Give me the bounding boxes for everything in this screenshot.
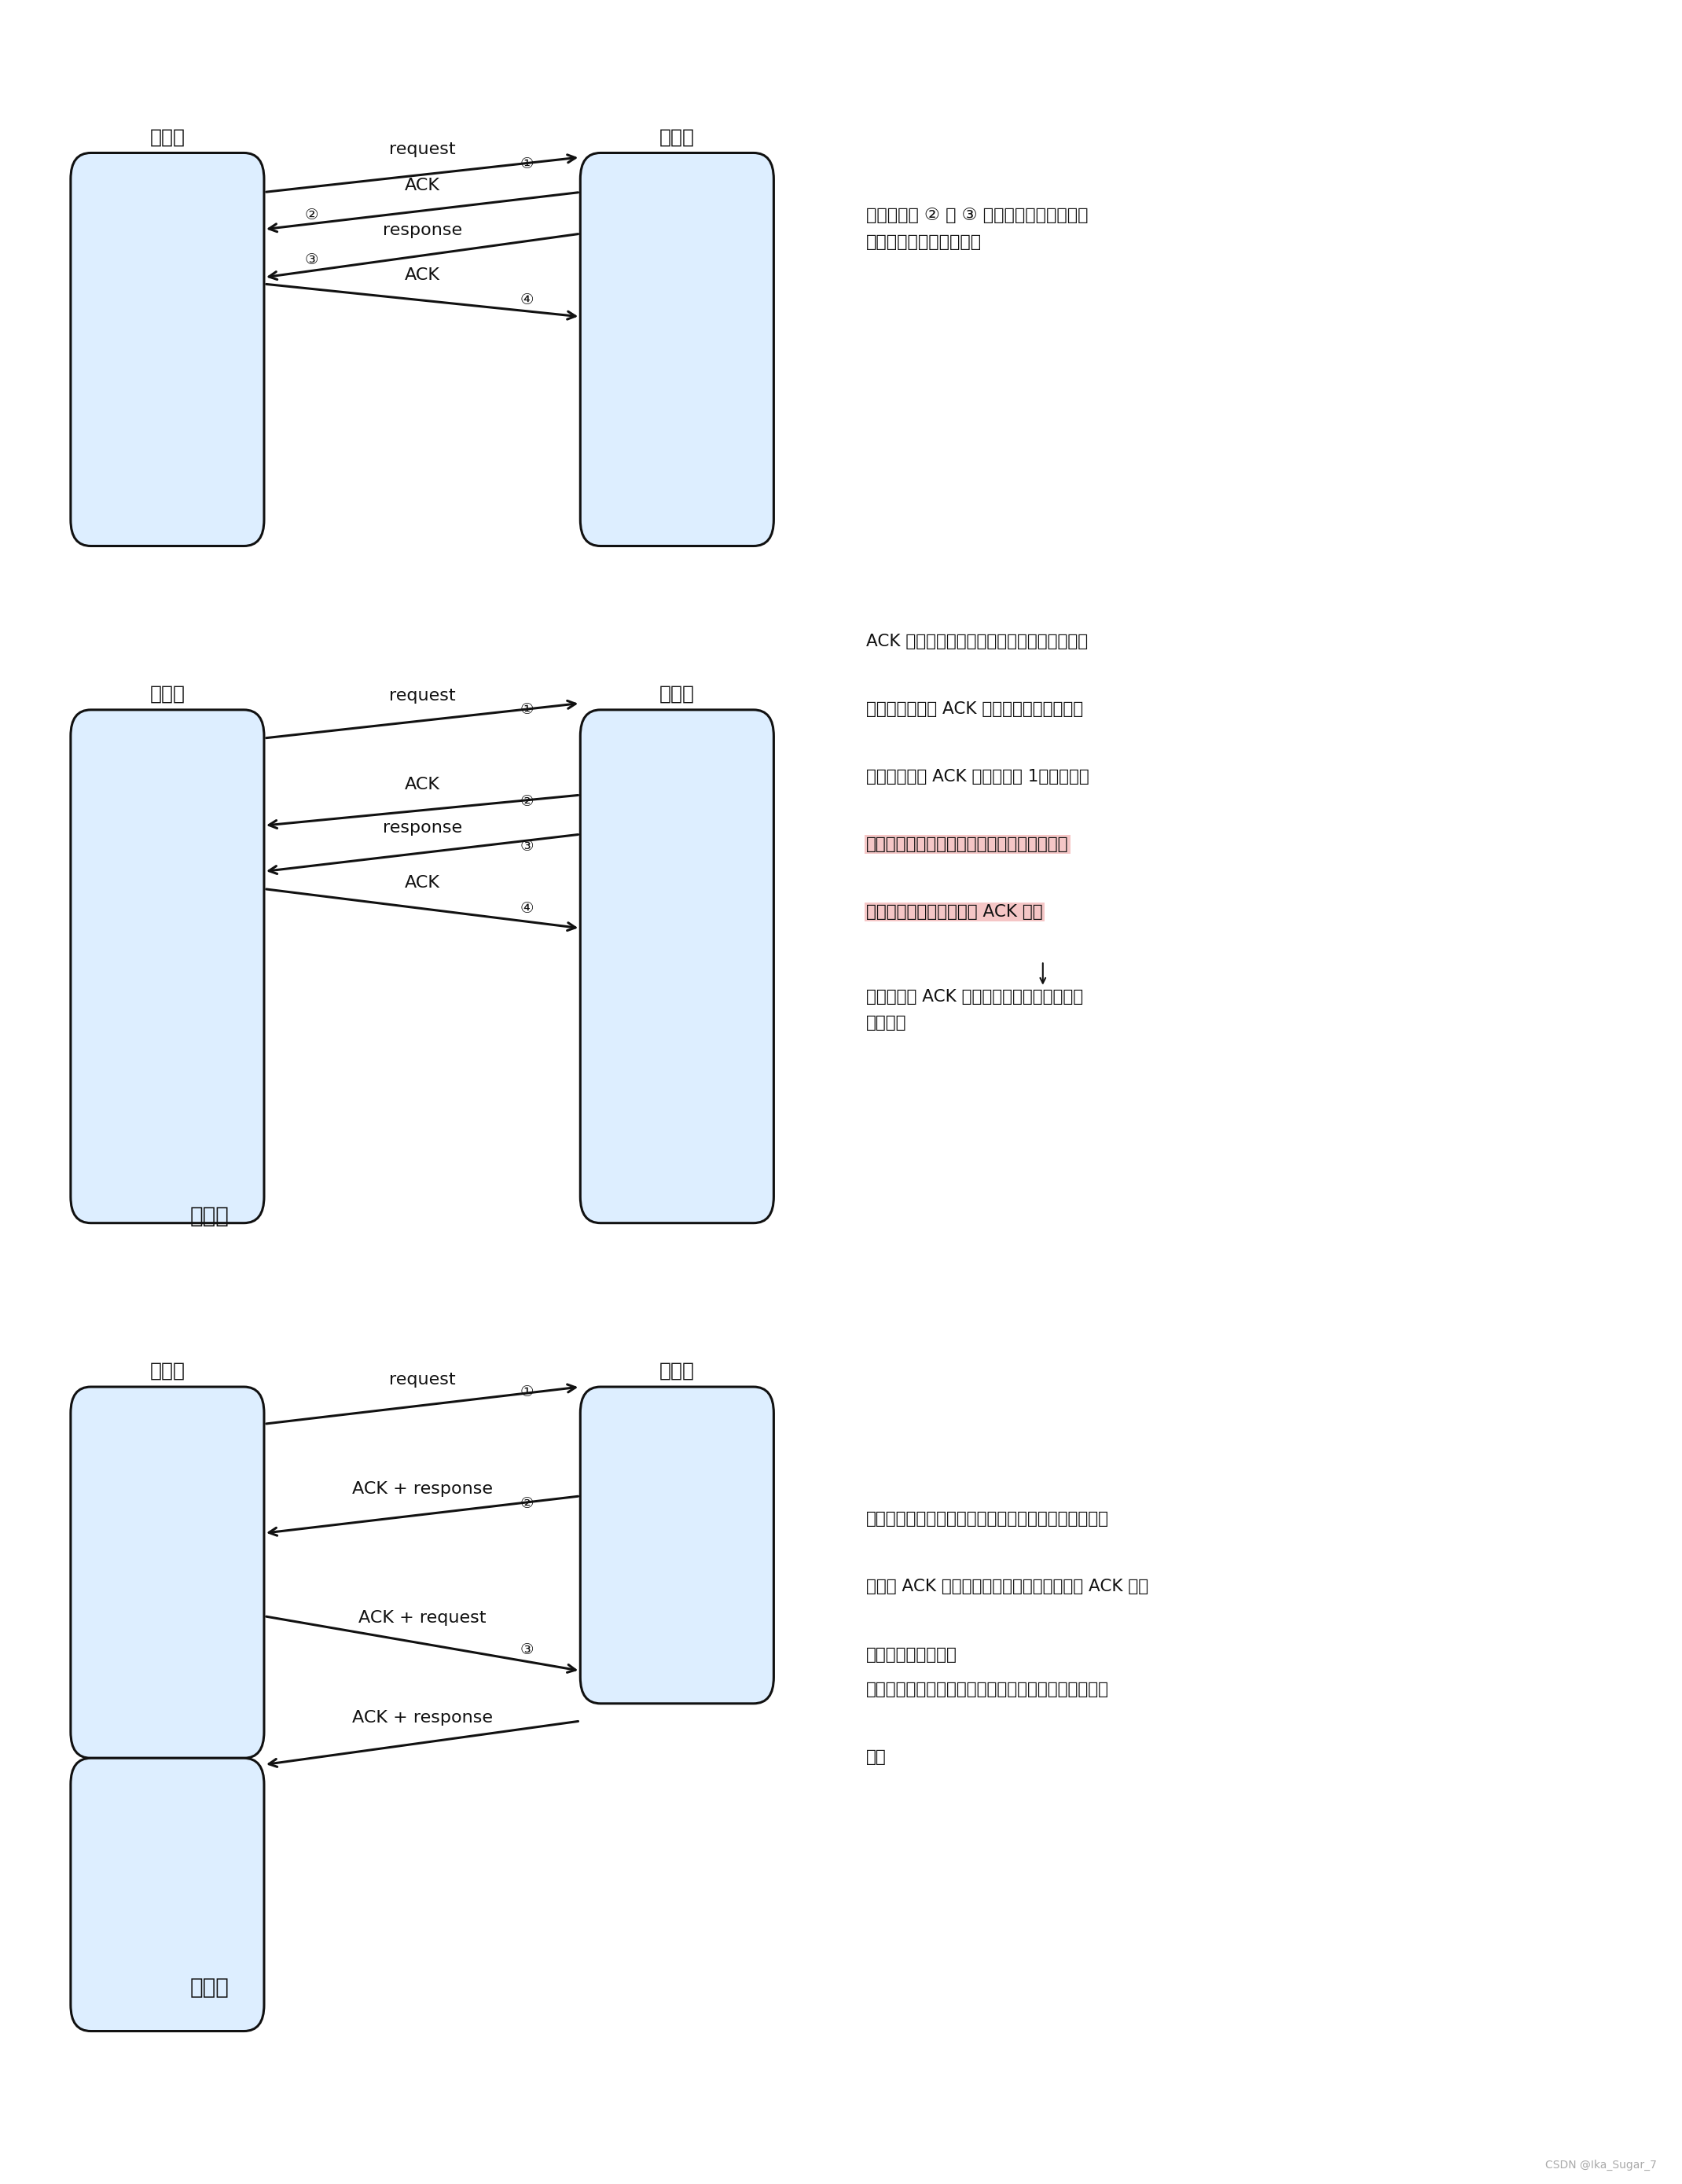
Text: ②: ② [520, 1496, 533, 1511]
Text: 候准备好，因为 ACK 本身没有载荷，而且只: 候准备好，因为 ACK 本身没有载荷，而且只 [866, 701, 1083, 716]
FancyBboxPatch shape [580, 1387, 774, 1704]
FancyBboxPatch shape [580, 710, 774, 1223]
Text: ACK: ACK [404, 177, 441, 194]
Text: ③: ③ [304, 253, 318, 266]
Text: ACK: ACK [404, 266, 441, 282]
Text: 服务器: 服务器 [659, 1361, 695, 1380]
Text: response: response [382, 819, 463, 836]
FancyBboxPatch shape [71, 1387, 264, 1758]
Text: 合并前: 合并前 [190, 1206, 229, 1227]
FancyBboxPatch shape [71, 153, 264, 546]
Text: 正常情况下 ② 和 ③ 之间有一定时间间隔，
此时就要分为两个包发送: 正常情况下 ② 和 ③ 之间有一定时间间隔， 此时就要分为两个包发送 [866, 207, 1088, 251]
FancyBboxPatch shape [580, 153, 774, 546]
Text: ACK + response: ACK + response [352, 1481, 493, 1498]
Text: 认序号和窗口大小等属性，正常的回应报文不: 认序号和窗口大小等属性，正常的回应报文不 [866, 836, 1068, 852]
Text: 客户端: 客户端 [150, 127, 185, 146]
Text: 合并后: 合并后 [190, 1977, 229, 1998]
Text: 是报头部分的 ACK 标志位设为 1、设置好确: 是报头部分的 ACK 标志位设为 1、设置好确 [866, 769, 1090, 784]
Text: CSDN @Ika_Sugar_7: CSDN @Ika_Sugar_7 [1546, 2160, 1657, 2171]
Text: 服务器: 服务器 [659, 684, 695, 703]
Text: ①: ① [520, 703, 533, 716]
Text: 会设置这些属性，不会和 ACK 冲突: 会设置这些属性，不会和 ACK 冲突 [866, 904, 1043, 919]
Text: ②: ② [304, 207, 318, 223]
Text: ④: ④ [520, 293, 533, 308]
Text: 不过如果下一个数据来得比较慢，那就无法触发延时应: 不过如果下一个数据来得比较慢，那就无法触发延时应 [866, 1682, 1108, 1697]
Text: 端发送 ACK 之后还会继续发新的请求，此时 ACK 也是: 端发送 ACK 之后还会继续发新的请求，此时 ACK 也是 [866, 1579, 1149, 1594]
Text: 客户端: 客户端 [150, 1361, 185, 1380]
Text: ACK + request: ACK + request [358, 1610, 486, 1625]
Text: ③: ③ [520, 1642, 533, 1658]
Text: ④: ④ [520, 902, 533, 915]
Text: 服务器: 服务器 [659, 127, 695, 146]
Text: ②: ② [520, 795, 533, 808]
Text: ①: ① [520, 1385, 533, 1400]
Text: request: request [389, 142, 456, 157]
FancyBboxPatch shape [71, 710, 264, 1223]
Text: 答了: 答了 [866, 1749, 886, 1765]
Text: 可能和新的请求合并: 可能和新的请求合并 [866, 1647, 957, 1662]
Text: 客户端: 客户端 [150, 684, 185, 703]
Text: ACK: ACK [404, 876, 441, 891]
Text: 很多时候客户端和服务器之间是长连接，也就是说客户: 很多时候客户端和服务器之间是长连接，也就是说客户 [866, 1511, 1108, 1527]
Text: ①: ① [520, 157, 533, 170]
Text: request: request [389, 1372, 456, 1389]
Text: ③: ③ [520, 839, 533, 854]
Text: ACK 被延时后，如果响应数据也差不多在这时: ACK 被延时后，如果响应数据也差不多在这时 [866, 633, 1088, 649]
Text: ACK: ACK [404, 778, 441, 793]
FancyBboxPatch shape [71, 1758, 264, 2031]
Text: ACK + response: ACK + response [352, 1710, 493, 1725]
Text: request: request [389, 688, 456, 703]
Text: response: response [382, 223, 463, 238]
Text: 于是可以把 ACK 和应答的响应数据合并为一
个数据报: 于是可以把 ACK 和应答的响应数据合并为一 个数据报 [866, 989, 1083, 1031]
